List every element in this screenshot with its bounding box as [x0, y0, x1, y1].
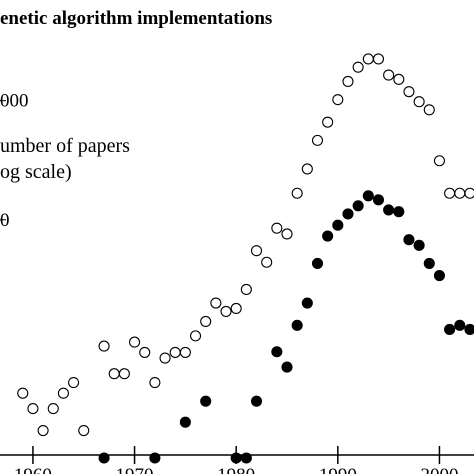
- open-point: [342, 75, 354, 87]
- open-point: [261, 256, 273, 268]
- filled-point: [464, 323, 474, 336]
- open-point: [291, 187, 303, 199]
- filled-point: [433, 270, 445, 282]
- open-point: [362, 53, 374, 65]
- filled-point: [230, 452, 242, 464]
- filled-point: [342, 208, 354, 220]
- filled-point: [332, 219, 344, 231]
- open-point: [271, 222, 283, 234]
- filled-point: [413, 239, 425, 251]
- filled-point: [179, 416, 191, 428]
- open-point: [169, 346, 181, 358]
- open-point: [189, 330, 202, 342]
- open-point: [240, 283, 252, 296]
- filled-point: [149, 452, 161, 464]
- open-point: [200, 315, 212, 328]
- open-point: [433, 155, 445, 167]
- filled-point: [444, 323, 456, 336]
- x-tick-label: 1960: [14, 465, 52, 474]
- open-point: [352, 61, 364, 73]
- x-tick-label: 1990: [319, 465, 357, 474]
- y-tick-label: 000: [0, 91, 29, 112]
- open-point: [372, 53, 385, 65]
- open-point: [423, 104, 435, 116]
- open-point: [129, 336, 141, 348]
- open-point: [139, 346, 151, 358]
- open-point: [57, 387, 69, 399]
- filled-point: [393, 206, 405, 218]
- filled-point: [423, 257, 435, 269]
- filled-point: [291, 319, 303, 331]
- open-point: [322, 116, 334, 128]
- filled-point: [250, 395, 263, 407]
- open-point: [37, 425, 49, 437]
- open-point: [179, 346, 191, 358]
- open-point: [250, 245, 263, 257]
- open-point: [393, 73, 405, 85]
- open-point: [159, 352, 171, 364]
- filled-point: [322, 230, 334, 242]
- x-tick-label: 2000: [420, 465, 458, 474]
- x-tick-label: 1970: [116, 465, 154, 474]
- filled-point: [98, 452, 110, 464]
- open-point: [17, 387, 29, 399]
- open-point: [383, 69, 395, 81]
- x-tick-label: 1980: [217, 465, 255, 474]
- open-point: [311, 134, 324, 146]
- filled-point: [301, 297, 313, 309]
- open-point: [78, 425, 90, 437]
- y-tick-label: 0: [0, 210, 10, 231]
- filled-point: [281, 361, 293, 373]
- chart-title: enetic algorithm implementations: [0, 8, 272, 29]
- open-point: [220, 305, 232, 317]
- open-point: [27, 403, 39, 415]
- open-point: [108, 368, 120, 380]
- filled-point: [311, 257, 324, 269]
- open-point: [454, 187, 466, 199]
- open-point: [464, 187, 474, 199]
- filled-point: [454, 319, 466, 331]
- open-point: [210, 297, 222, 309]
- open-point: [413, 96, 425, 108]
- open-point: [301, 163, 313, 175]
- open-point: [149, 376, 161, 389]
- open-point: [332, 94, 344, 106]
- filled-point: [200, 395, 212, 407]
- open-point: [118, 368, 130, 380]
- y-axis-label: umber of papers: [0, 135, 130, 157]
- open-point: [281, 228, 293, 240]
- open-point: [403, 86, 415, 98]
- open-point: [444, 187, 456, 199]
- open-point: [68, 376, 80, 389]
- open-point: [47, 403, 59, 415]
- filled-point: [383, 204, 395, 216]
- open-point: [230, 302, 242, 315]
- filled-point: [240, 452, 252, 464]
- filled-point: [403, 234, 415, 246]
- filled-point: [372, 194, 385, 206]
- open-point: [98, 340, 110, 352]
- filled-point: [271, 346, 283, 358]
- filled-point: [352, 200, 364, 212]
- filled-point: [362, 190, 374, 202]
- y-axis-label: og scale): [0, 161, 72, 183]
